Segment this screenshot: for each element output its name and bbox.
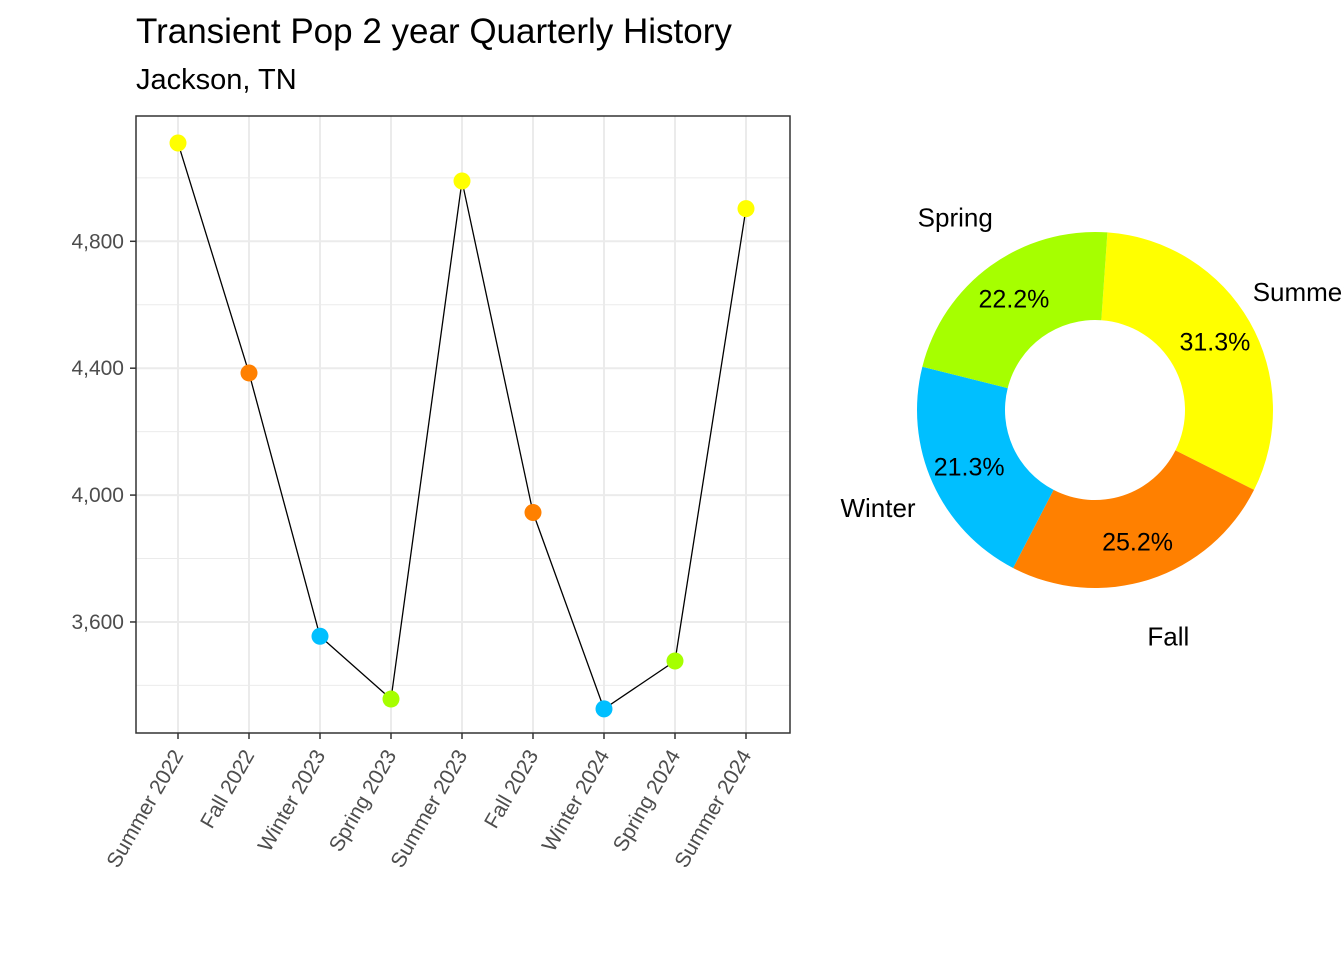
chart-subtitle: Jackson, TN bbox=[136, 64, 297, 96]
donut-chart: 31.3%Summer 25.2% Fall 21.3% Winter 22.2% Spri… bbox=[840, 202, 1344, 651]
data-point bbox=[666, 652, 684, 670]
donut-slice bbox=[1013, 450, 1255, 588]
x-tick-label: Winter 2023 bbox=[254, 746, 331, 856]
donut-slice bbox=[922, 232, 1108, 389]
data-point bbox=[169, 134, 187, 152]
y-tick-label: 4,400 bbox=[71, 357, 124, 380]
x-tick-label: Spring 2023 bbox=[325, 746, 402, 856]
x-tick-label: Fall 2023 bbox=[480, 746, 543, 832]
x-tick-label: Summer 2023 bbox=[386, 746, 472, 872]
y-tick-label: 3,600 bbox=[71, 611, 124, 634]
data-point bbox=[595, 700, 613, 718]
data-point bbox=[311, 627, 329, 645]
slice-category-label: Winter bbox=[840, 493, 915, 523]
slice-percent-label: 31.3% bbox=[1179, 329, 1250, 357]
slice-percent-label: 25.2% bbox=[1102, 528, 1173, 556]
donut-slice bbox=[917, 366, 1054, 569]
data-point bbox=[524, 504, 542, 522]
x-tick-label: Spring 2024 bbox=[609, 746, 686, 856]
x-tick-label: Summer 2024 bbox=[670, 746, 756, 872]
slice-percent-label: 22.2% bbox=[979, 285, 1050, 313]
x-tick-label: Fall 2022 bbox=[196, 746, 259, 832]
data-point bbox=[240, 364, 258, 382]
donut-slice bbox=[1101, 232, 1273, 490]
line-chart: 3,600 4,000 4,400 4,800 Summer 2022 Fall 2022… bbox=[71, 115, 791, 872]
data-point bbox=[382, 690, 400, 708]
slice-percent-label: 21.3% bbox=[934, 454, 1005, 482]
x-tick-label: Winter 2024 bbox=[538, 746, 615, 856]
plot-border bbox=[135, 115, 791, 734]
slice-category-label: Fall bbox=[1147, 621, 1189, 651]
slice-category-label: Spring bbox=[918, 202, 993, 232]
y-tick-label: 4,800 bbox=[71, 230, 124, 253]
slice-category-label: Summer bbox=[1253, 277, 1344, 307]
data-point bbox=[453, 172, 471, 190]
x-tick-label: Summer 2022 bbox=[102, 746, 188, 872]
data-point bbox=[737, 200, 755, 218]
y-tick-label: 4,000 bbox=[71, 484, 124, 507]
chart-title: Transient Pop 2 year Quarterly History bbox=[136, 12, 732, 51]
